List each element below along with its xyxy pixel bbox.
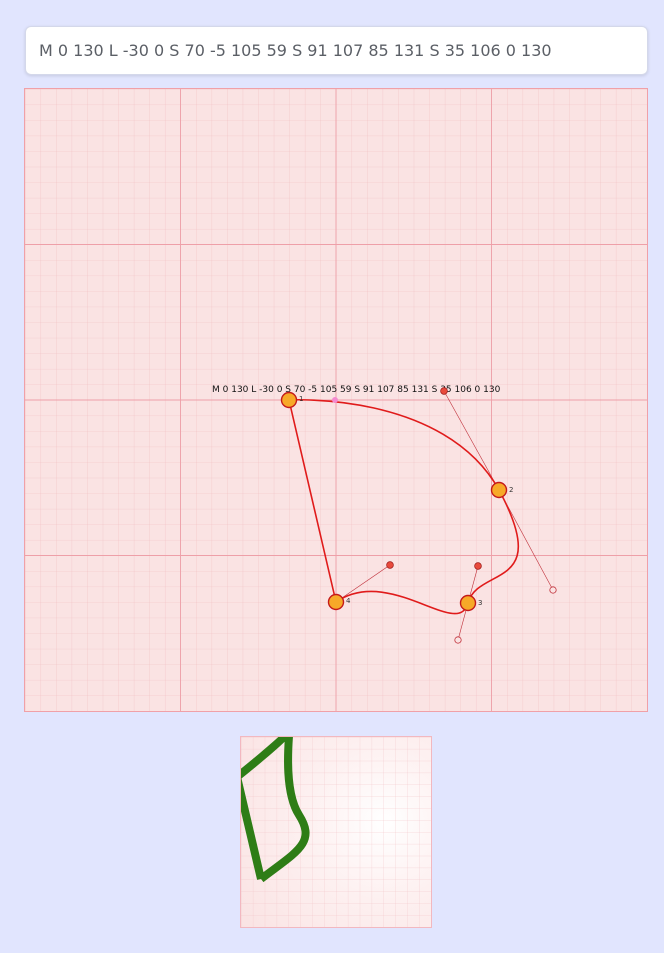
handle-line-2	[443, 390, 500, 491]
control-point[interactable]	[386, 561, 394, 569]
path-overlay-label: M 0 130 L -30 0 S 70 -5 105 59 S 91 107 …	[212, 385, 501, 395]
anchor-point-3[interactable]: 3	[459, 594, 483, 612]
editor-svg[interactable]: M 0 130 L -30 0 S 70 -5 105 59 S 91 107 …	[25, 89, 647, 711]
anchor-point-4[interactable]: 4	[327, 593, 352, 611]
shape-preview	[240, 736, 432, 928]
anchor-point-2[interactable]: 2	[490, 481, 514, 499]
anchor-label: 2	[509, 486, 513, 494]
handle-line-4	[335, 564, 391, 603]
control-point[interactable]	[440, 387, 448, 395]
origin-marker	[332, 397, 338, 403]
path-editor-canvas[interactable]: M 0 130 L -30 0 S 70 -5 105 59 S 91 107 …	[24, 88, 648, 712]
control-point[interactable]	[474, 562, 482, 570]
mirror-control-point	[454, 636, 462, 644]
anchor-label: 4	[346, 597, 351, 605]
preview-grid	[241, 737, 431, 927]
path-input-container	[25, 26, 648, 75]
anchor-label: 3	[478, 599, 482, 607]
bezier-curve	[288, 399, 520, 615]
preview-svg	[241, 737, 431, 927]
anchor-label: 1	[299, 395, 303, 403]
mirror-control-point	[549, 586, 557, 594]
preview-shape	[241, 737, 310, 883]
path-data-input[interactable]	[26, 27, 647, 74]
anchor-point-1[interactable]: 1	[280, 391, 304, 409]
